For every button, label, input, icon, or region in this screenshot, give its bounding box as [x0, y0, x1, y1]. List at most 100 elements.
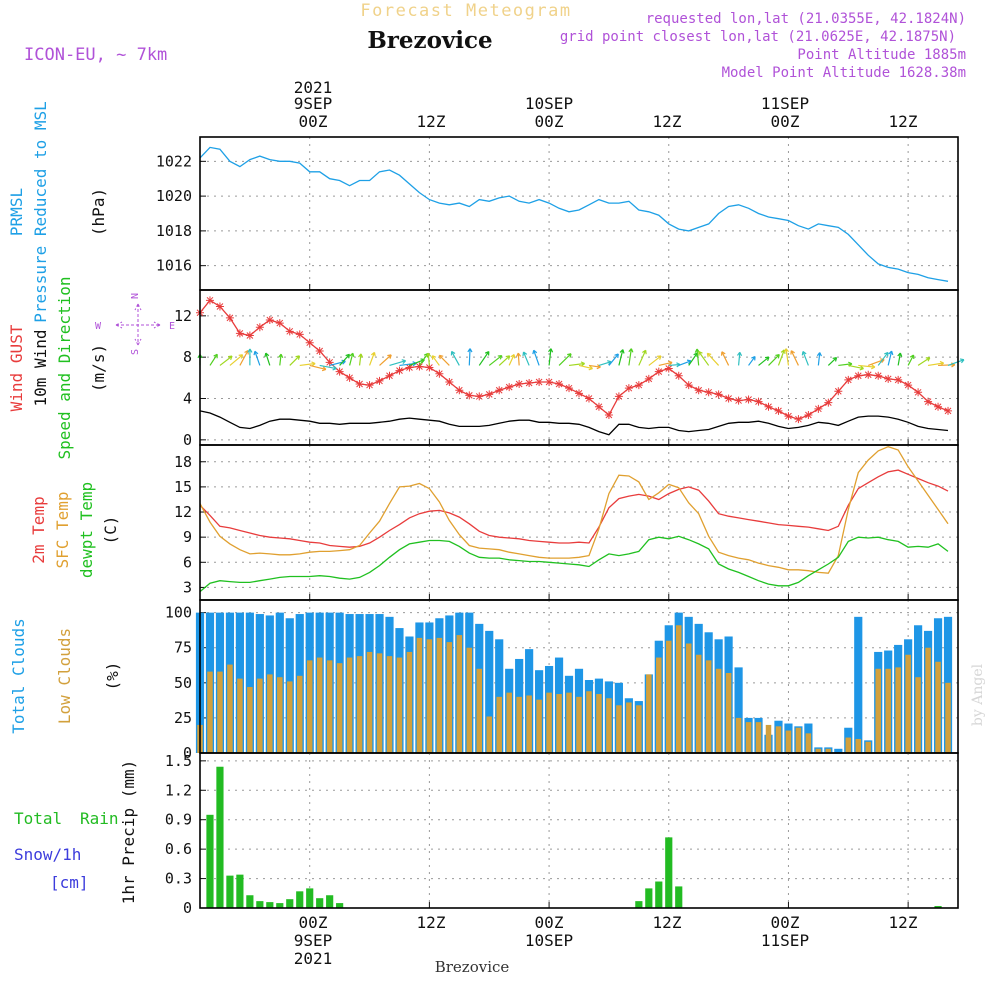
total-cloud-bar — [485, 630, 494, 753]
precip-bar — [316, 898, 324, 908]
low-cloud-bar — [446, 642, 453, 753]
low-cloud-bar — [516, 696, 522, 753]
wind-arrow — [532, 349, 540, 366]
temp-sfc-label: SFC Temp — [53, 491, 72, 568]
temp-ytick-label-0: 18 — [174, 453, 192, 471]
gust-marker — [744, 395, 753, 404]
wind-arrow — [758, 356, 770, 366]
clouds-ytick-label-4: 0 — [183, 744, 192, 762]
gust-marker — [814, 404, 823, 413]
low-cloud-bar — [695, 654, 702, 753]
wind-arrow — [688, 352, 698, 366]
gust-marker — [505, 383, 514, 392]
precip-bar — [246, 895, 254, 908]
gridpoint-coords: grid point closest lon,lat (21.0625E, 42… — [560, 29, 956, 45]
wind-arrow — [848, 364, 864, 371]
point-altitude: Point Altitude 1885m — [797, 47, 966, 63]
temp-ytick-label-1: 15 — [174, 478, 192, 496]
low-cloud-bar — [316, 657, 323, 753]
temp-series-0 — [199, 469, 949, 548]
low-cloud-bar — [277, 677, 283, 753]
svg-text:12Z: 12Z — [417, 913, 446, 932]
wind-arrow — [253, 350, 261, 366]
precip-bar — [296, 891, 304, 908]
svg-text:00Z: 00Z — [771, 913, 800, 932]
snow-label: Snow/1h — [14, 845, 81, 864]
svg-text:10SEP: 10SEP — [525, 931, 573, 950]
gust-marker — [734, 396, 743, 405]
gust-marker — [345, 373, 354, 382]
svg-text:00Z: 00Z — [299, 112, 328, 131]
pressure-ytick-label-3: 1016 — [156, 257, 192, 275]
compass-east: E — [169, 321, 175, 332]
gust-marker — [714, 390, 723, 399]
low-cloud-bar — [725, 672, 732, 753]
low-cloud-bar — [815, 748, 822, 753]
gust-marker — [295, 330, 304, 339]
gust-marker — [445, 377, 454, 386]
gust-marker — [614, 392, 623, 401]
wind-arrow — [877, 351, 889, 366]
top-tick-label-3: 12Z — [653, 112, 682, 131]
temp-ytick-label-2: 12 — [174, 503, 192, 521]
precip-panel-labels: Total Rain Snow/1h [cm] 1hr Precip (mm) — [14, 760, 138, 905]
pressure-ytick-label-0: 1022 — [156, 152, 192, 170]
precip-ytick-label-1: 1.2 — [165, 781, 192, 799]
low-cloud-bar — [217, 671, 223, 753]
low-cloud-bar — [825, 748, 832, 753]
low-cloud-bar — [675, 625, 682, 753]
gust-marker — [894, 375, 903, 384]
gust-marker — [854, 371, 863, 380]
gust-marker — [455, 386, 464, 395]
low-cloud-bar — [925, 647, 931, 753]
low-cloud-bar — [227, 664, 233, 753]
svg-text:2021: 2021 — [294, 949, 333, 968]
wind-arrow — [638, 349, 647, 366]
gust-marker — [784, 412, 793, 421]
wind-arrow — [389, 359, 407, 367]
wind-arrow — [827, 356, 838, 366]
low-cloud-bar — [705, 660, 712, 753]
clouds-unit: (%) — [103, 662, 122, 691]
low-cloud-bar — [895, 667, 901, 753]
wind-arrow — [379, 354, 392, 366]
total-cloud-bar — [734, 667, 743, 753]
precip-bar — [236, 874, 244, 908]
wind-arrow — [515, 352, 522, 366]
gust-marker — [555, 380, 564, 389]
precip-ytick-label-2: 0.9 — [165, 811, 192, 829]
low-cloud-bar — [486, 716, 492, 753]
low-cloud-bar — [306, 660, 313, 753]
low-cloud-bar — [735, 717, 742, 753]
wind-arrow — [508, 354, 516, 366]
low-cloud-bar — [755, 722, 762, 753]
svg-text:12Z: 12Z — [417, 112, 446, 131]
low-cloud-bar — [935, 661, 941, 753]
precip-ytick-label-0: 1.5 — [165, 752, 192, 770]
wind-arrow — [438, 354, 450, 366]
gust-marker — [355, 380, 364, 389]
temp-unit: (C) — [101, 516, 120, 545]
wind-arrow — [678, 359, 692, 366]
gust-marker — [285, 327, 294, 336]
svg-text:00Z: 00Z — [299, 913, 328, 932]
wind-arrow — [219, 355, 233, 366]
low-cloud-bar — [506, 692, 512, 753]
wind-series-1 — [199, 410, 949, 436]
clouds-ytick-label-0: 100 — [165, 604, 192, 622]
temp-dewpt-label: dewpt Temp — [77, 482, 96, 578]
gust-marker — [265, 315, 274, 324]
low-cloud-bar — [436, 637, 443, 753]
gust-marker — [844, 375, 853, 384]
gust-marker — [575, 389, 583, 398]
temp-panel-labels: 2m Temp SFC Temp dewpt Temp (C) — [29, 482, 120, 578]
wind-arrow — [309, 364, 327, 372]
precip-frame — [199, 752, 959, 909]
gust-marker — [315, 346, 324, 355]
pressure-unit: (hPa) — [89, 188, 108, 236]
gust-marker — [774, 406, 783, 415]
wind-arrow — [450, 350, 460, 366]
